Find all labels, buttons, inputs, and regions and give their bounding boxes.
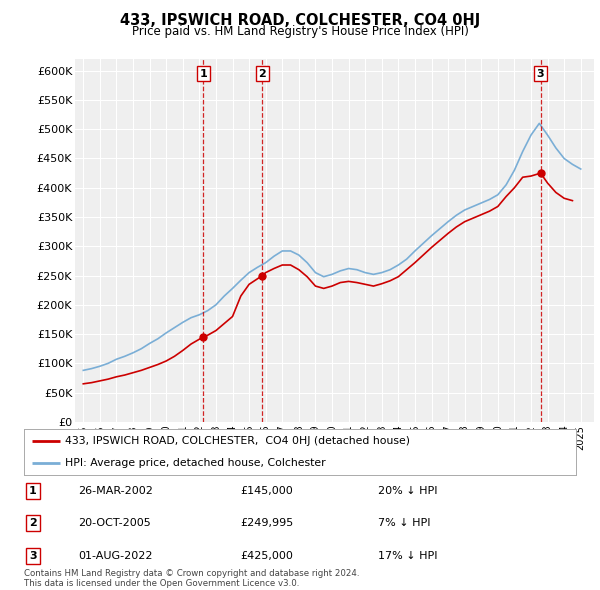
Text: 3: 3 bbox=[29, 551, 37, 560]
Text: 1: 1 bbox=[199, 68, 207, 78]
Text: 17% ↓ HPI: 17% ↓ HPI bbox=[378, 551, 437, 560]
Text: 7% ↓ HPI: 7% ↓ HPI bbox=[378, 519, 431, 528]
Text: £249,995: £249,995 bbox=[240, 519, 293, 528]
Text: 433, IPSWICH ROAD, COLCHESTER, CO4 0HJ: 433, IPSWICH ROAD, COLCHESTER, CO4 0HJ bbox=[120, 13, 480, 28]
Text: 3: 3 bbox=[537, 68, 544, 78]
Text: HPI: Average price, detached house, Colchester: HPI: Average price, detached house, Colc… bbox=[65, 458, 326, 468]
Text: 20-OCT-2005: 20-OCT-2005 bbox=[78, 519, 151, 528]
Text: 01-AUG-2022: 01-AUG-2022 bbox=[78, 551, 152, 560]
Text: Contains HM Land Registry data © Crown copyright and database right 2024.
This d: Contains HM Land Registry data © Crown c… bbox=[24, 569, 359, 588]
Text: 2: 2 bbox=[259, 68, 266, 78]
Text: 1: 1 bbox=[29, 486, 37, 496]
Text: Price paid vs. HM Land Registry's House Price Index (HPI): Price paid vs. HM Land Registry's House … bbox=[131, 25, 469, 38]
Text: £425,000: £425,000 bbox=[240, 551, 293, 560]
Text: £145,000: £145,000 bbox=[240, 486, 293, 496]
Text: 2: 2 bbox=[29, 519, 37, 528]
Text: 20% ↓ HPI: 20% ↓ HPI bbox=[378, 486, 437, 496]
Text: 433, IPSWICH ROAD, COLCHESTER,  CO4 0HJ (detached house): 433, IPSWICH ROAD, COLCHESTER, CO4 0HJ (… bbox=[65, 437, 410, 447]
Text: 26-MAR-2002: 26-MAR-2002 bbox=[78, 486, 153, 496]
